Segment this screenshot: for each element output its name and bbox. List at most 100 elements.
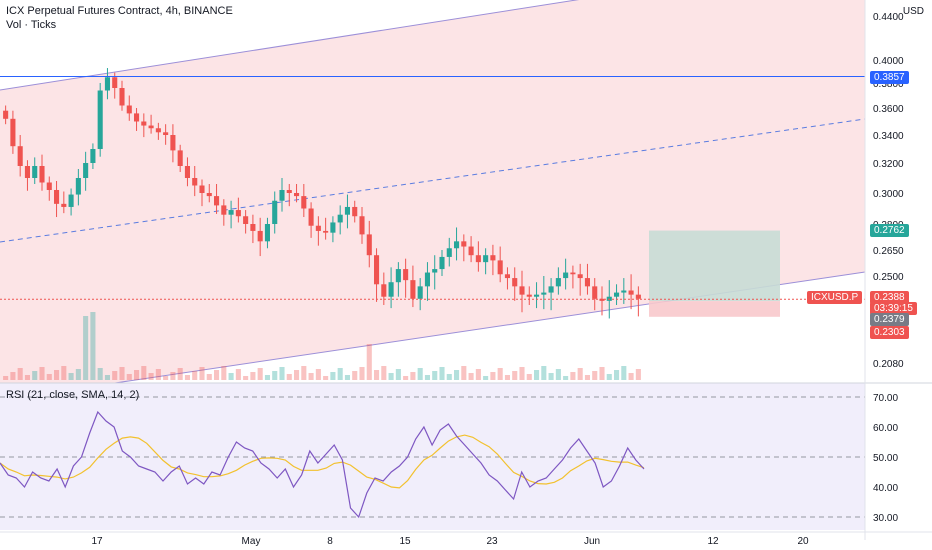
time-tick-label: 8 [327, 536, 333, 547]
candle-body [308, 208, 314, 226]
candle-body [177, 150, 183, 166]
volume-bar [54, 370, 60, 380]
candle-body [475, 255, 481, 263]
volume-bar [206, 374, 212, 380]
price-tick-label: 0.3800 [873, 79, 904, 90]
candle-body [250, 224, 256, 231]
candle-body [206, 193, 212, 197]
volume-bar [294, 370, 300, 380]
volume-bar [192, 371, 198, 380]
volume-bar [563, 376, 569, 380]
volume-bar [635, 369, 641, 380]
candle-body [134, 113, 140, 122]
price-tick-label: 0.3000 [873, 189, 904, 200]
volume-bar [24, 375, 30, 380]
volume-bar [46, 374, 52, 380]
candle-body [257, 230, 263, 242]
volume-bar [199, 367, 205, 380]
volume-bar [264, 375, 270, 380]
stop-zone [649, 301, 780, 317]
volume-bar [512, 371, 518, 380]
volume-bar [519, 367, 525, 380]
volume-bar [475, 369, 481, 380]
volume-bar [279, 367, 285, 380]
volume-bar [432, 371, 438, 380]
candle-body [628, 290, 634, 295]
symbol-badge: ICXUSD.P [807, 291, 863, 304]
candle-body [119, 88, 125, 106]
candle-body [519, 286, 525, 295]
candle-body [148, 125, 154, 129]
volume-bar [337, 368, 343, 380]
candle-body [163, 132, 169, 135]
volume-bar [148, 373, 154, 380]
volume-bar [250, 372, 256, 380]
volume-bar [483, 376, 489, 380]
candle-body [243, 216, 249, 224]
volume-bar [614, 370, 620, 380]
volume-bar [534, 370, 540, 380]
candle-body [97, 90, 103, 149]
candle-body [614, 292, 620, 297]
currency-label: USD [902, 6, 924, 17]
volume-bar [97, 368, 103, 380]
volume-bar [235, 369, 241, 380]
volume-bar [112, 371, 118, 380]
candle-body [24, 166, 30, 178]
candle-body [272, 200, 278, 224]
candle-body [534, 294, 540, 297]
price-tick-label: 0.2650 [873, 246, 904, 257]
candle-body [294, 193, 300, 197]
volume-bar [504, 375, 510, 380]
volume-bar [584, 375, 590, 380]
price-tick-label: 0.3600 [873, 104, 904, 115]
volume-bar [526, 374, 532, 380]
volume-bar [461, 366, 467, 380]
volume-bar [403, 376, 409, 380]
volume-bar [228, 373, 234, 380]
candle-body [454, 241, 460, 249]
candle-body [192, 178, 198, 186]
candle-body [577, 274, 583, 279]
candle-body [352, 206, 358, 217]
candle-body [184, 166, 190, 178]
volume-bar [374, 370, 380, 380]
volume-bar [83, 316, 89, 380]
candle-body [563, 272, 569, 279]
candle-body [570, 272, 576, 275]
candle-body [432, 269, 438, 273]
rsi-tick-label: 40.00 [873, 483, 898, 494]
volume-bar [468, 373, 474, 380]
volume-bar [243, 376, 249, 380]
volume-bar [32, 371, 38, 380]
target-zone [649, 230, 780, 302]
candle-body [10, 118, 16, 147]
price-tick-label: 0.2080 [873, 359, 904, 370]
volume-bar [359, 367, 365, 380]
candle-body [490, 255, 496, 261]
stop-price-badge: 0.2303 [870, 326, 909, 339]
candle-body [112, 77, 118, 88]
candle-body [235, 210, 241, 217]
volume-bar [75, 369, 81, 380]
candle-body [497, 260, 503, 275]
channel-upper-line [0, 0, 580, 91]
rsi-pane [0, 382, 932, 530]
candle-body [555, 278, 561, 287]
candle-body [599, 298, 605, 301]
volume-bar [214, 370, 220, 380]
volume-bar [454, 370, 460, 380]
volume-bar [119, 367, 125, 380]
price-tick-label: 0.3400 [873, 131, 904, 142]
candles [3, 68, 641, 319]
entry-price-badge: 0.2379 [870, 313, 909, 326]
volume-bar [39, 367, 45, 380]
volume-bar [388, 373, 394, 380]
volume-bar [272, 371, 278, 380]
candle-body [83, 163, 89, 178]
volume-bar [330, 372, 336, 380]
candle-body [39, 166, 45, 183]
last-price-badge: 0.2388 [870, 291, 909, 304]
candle-body [468, 246, 474, 256]
